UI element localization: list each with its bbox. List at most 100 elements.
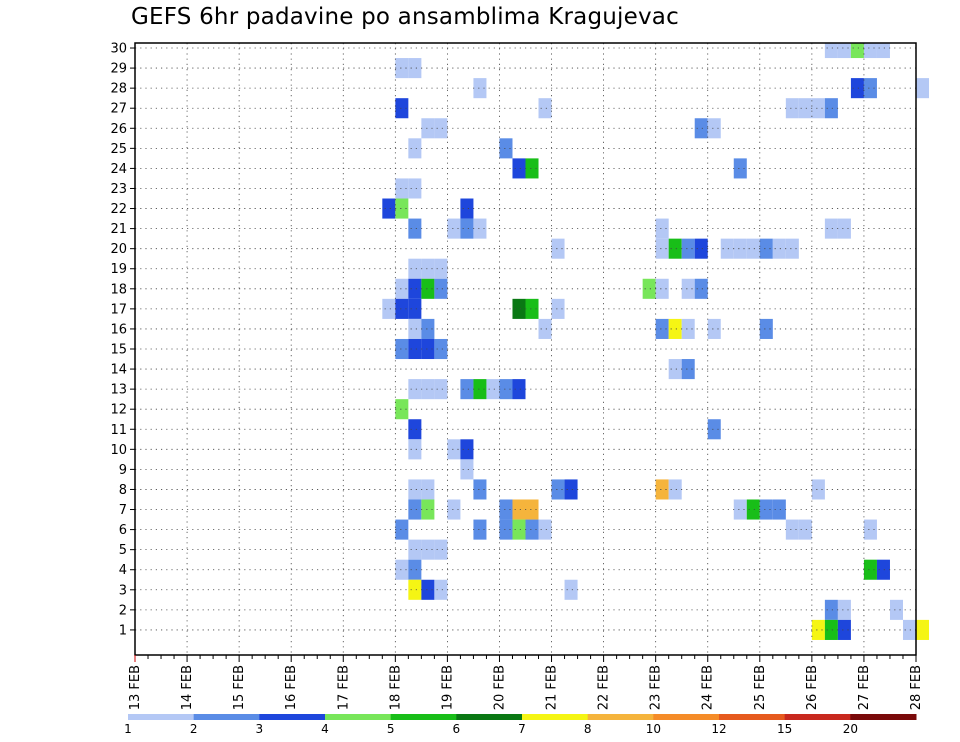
y-tick-label: 23 [110, 182, 127, 197]
heatmap-cell [421, 118, 435, 139]
y-tick-label: 17 [110, 302, 127, 317]
heatmap-cell [694, 118, 708, 139]
heatmap-cell [733, 499, 747, 520]
heatmap-cell [408, 258, 422, 279]
heatmap-cell [473, 479, 487, 500]
heatmap-cell [408, 499, 422, 520]
y-tick-label: 30 [110, 42, 127, 57]
heatmap-cell [824, 98, 838, 119]
x-tick-label: 18 FEB [388, 665, 403, 710]
x-tick-label: 28 FEB [909, 665, 924, 710]
heatmap-cell [785, 238, 799, 259]
heatmap-cell [460, 218, 474, 239]
x-tick-label: 26 FEB [805, 665, 820, 710]
legend-swatch [193, 714, 260, 720]
heatmap-cell [499, 379, 513, 400]
heatmap-cell [916, 78, 930, 99]
heatmap-cell [395, 559, 409, 580]
heatmap-cell [408, 318, 422, 339]
heatmap-cell [837, 599, 851, 620]
heatmap-cell [447, 218, 461, 239]
heatmap-cell [759, 238, 773, 259]
legend-swatch [456, 714, 523, 720]
heatmap-cell [434, 338, 448, 360]
legend-swatch [522, 714, 589, 720]
heatmap-cell [785, 519, 799, 540]
y-tick-label: 18 [110, 282, 127, 297]
color-legend: 1 2 3 4 5 6 7 8 10 12 15 20 [124, 714, 917, 736]
y-tick-label: 22 [110, 202, 127, 217]
y-tick-label: 19 [110, 262, 127, 277]
legend-label: 5 [387, 722, 395, 736]
heatmap-cell [395, 178, 409, 199]
heatmap-cell [512, 158, 526, 179]
heatmap-cell [434, 118, 448, 139]
legend-label: 1 [124, 722, 132, 736]
legend-label: 10 [646, 722, 661, 736]
legend-label: 6 [453, 722, 461, 736]
heatmap-cell [655, 318, 669, 339]
heatmap-cell [460, 379, 474, 400]
heatmap-cell [564, 579, 578, 600]
heatmap-cell [668, 238, 682, 259]
x-tick-label: 13 FEB [128, 665, 143, 710]
heatmap-cell [538, 318, 552, 339]
heatmap-cell [447, 439, 461, 460]
x-tick-label: 16 FEB [284, 665, 299, 710]
heatmap-cell [408, 178, 422, 199]
heatmap-cell [668, 479, 682, 500]
legend-swatch [259, 714, 326, 720]
x-tick-label: 23 FEB [649, 665, 664, 710]
heatmap-cell [421, 479, 435, 500]
y-tick-label: 2 [119, 603, 127, 618]
heatmap-cell [395, 198, 409, 219]
heatmap-cell [746, 238, 760, 259]
y-tick-label: 24 [110, 162, 127, 177]
heatmap-cell [512, 379, 526, 400]
heatmap-cell [824, 599, 838, 620]
heatmap-cell [850, 43, 864, 59]
x-tick-label: 17 FEB [336, 665, 351, 710]
legend-label: 15 [777, 722, 792, 736]
heatmap-cell [798, 98, 812, 119]
heatmap-cell [408, 138, 422, 159]
heatmap-cell [824, 43, 838, 59]
heatmap-cell [694, 238, 708, 259]
heatmap-cell [837, 43, 851, 59]
heatmap-cell [382, 298, 396, 319]
heatmap-cell [473, 218, 487, 239]
heatmap-cell [863, 519, 877, 540]
x-tick-label: 22 FEB [597, 665, 612, 710]
heatmap-cell [759, 318, 773, 339]
legend-label: 8 [584, 722, 592, 736]
heatmap-cell [408, 479, 422, 500]
heatmap-cell [876, 559, 890, 580]
heatmap-cell [916, 619, 930, 640]
heatmap-cell [655, 479, 669, 500]
heatmap-cell [421, 258, 435, 279]
legend-label: 7 [518, 722, 526, 736]
heatmap-cell [408, 579, 422, 600]
y-tick-label: 21 [110, 222, 127, 237]
y-tick-label: 13 [110, 383, 127, 398]
heatmap-cell [707, 419, 721, 440]
heatmap-cell [681, 318, 695, 339]
y-tick-label: 6 [119, 523, 127, 538]
legend-label: 20 [843, 722, 858, 736]
legend-swatch [390, 714, 457, 720]
legend-swatch [850, 714, 917, 720]
heatmap-cell [681, 359, 695, 380]
heatmap-cell [746, 499, 760, 520]
legend-swatch [653, 714, 720, 720]
y-tick-label: 16 [110, 322, 127, 337]
y-axis: 1234567891011121314151617181920212223242… [110, 42, 135, 638]
heatmap-cell [538, 519, 552, 540]
heatmap-cell [707, 118, 721, 139]
heatmap-cell [499, 499, 513, 520]
x-axis: 13 FEB 14 FEB 15 FEB 16 FEB 17 FEB 18 FEB 19 F… [128, 655, 924, 710]
heatmap-cell [434, 579, 448, 600]
heatmap-cell [408, 298, 422, 319]
y-tick-label: 11 [110, 423, 127, 438]
heatmap-cell [382, 198, 396, 219]
chart-title: GEFS 6hr padavine po ansamblima Kragujev… [131, 4, 679, 30]
